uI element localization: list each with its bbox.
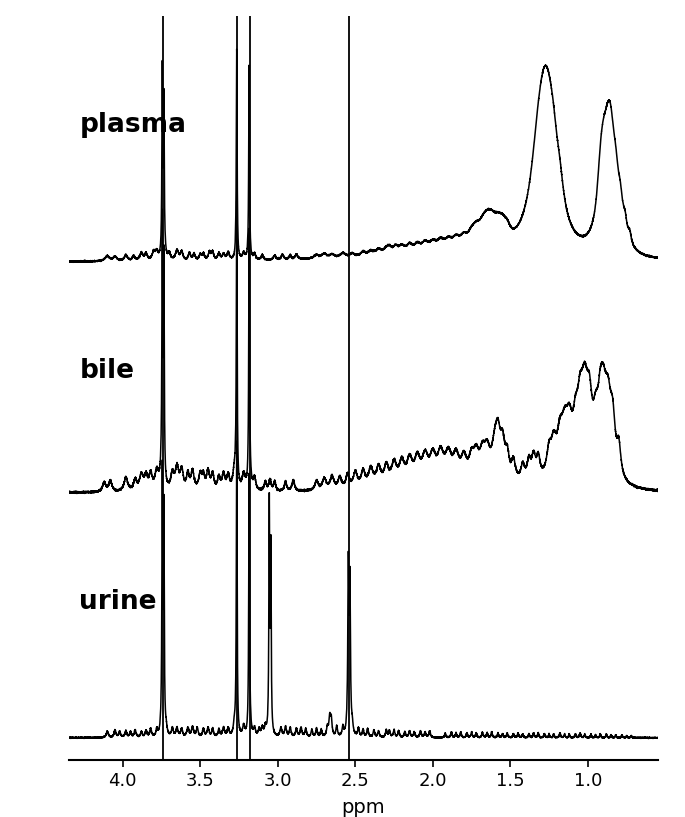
- Text: bile: bile: [79, 359, 134, 385]
- Text: urine: urine: [79, 589, 157, 614]
- Text: plasma: plasma: [79, 112, 186, 138]
- X-axis label: ppm: ppm: [341, 798, 385, 817]
